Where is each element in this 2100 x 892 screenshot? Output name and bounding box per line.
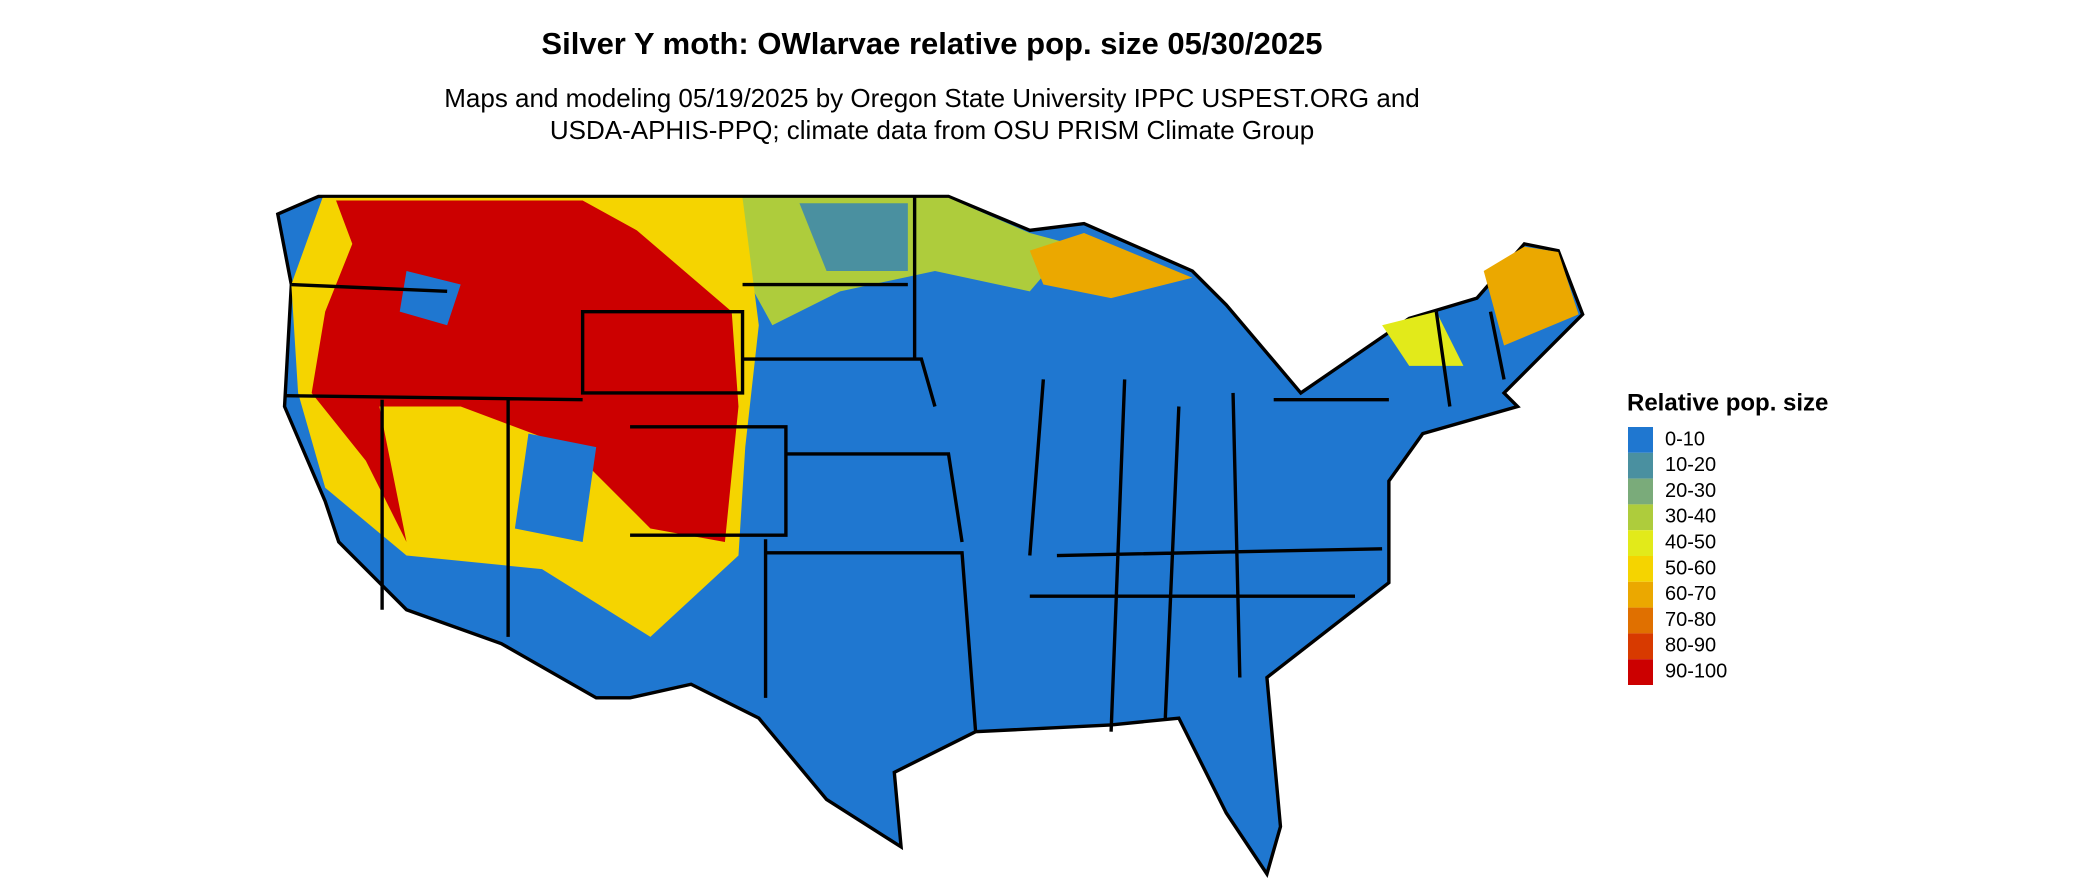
legend-label: 20-30 [1665,480,1716,502]
legend-label: 0-10 [1665,428,1705,450]
legend-swatch [1628,556,1653,582]
map [275,194,1585,878]
region-teal [799,203,908,271]
legend-swatch [1628,659,1653,685]
legend-label: 70-80 [1665,609,1716,631]
legend-swatch [1628,478,1653,505]
region-blue-patch [399,271,597,542]
legend: 0-10 10-20 20-30 30-40 40-50 50-60 60-70 70-80 8… [1628,427,1727,685]
legend-label: 90-100 [1665,660,1727,682]
legend-label: 10-20 [1665,454,1716,476]
region-orange [1029,233,1579,346]
legend-swatch [1628,452,1653,479]
legend-swatch [1628,504,1653,531]
legend-swatch [1628,427,1653,453]
legend-swatch [1628,607,1653,634]
legend-label: 60-70 [1665,583,1716,605]
legend-label: 40-50 [1665,531,1716,553]
legend-title: Relative pop. size [1627,389,1828,416]
legend-label: 50-60 [1665,557,1716,579]
subtitle: USDA-APHIS-PPQ; climate data from OSU PR… [550,115,1314,145]
legend-label: 30-40 [1665,506,1716,528]
legend-swatch [1628,581,1653,608]
title: Silver Y moth: OWlarvae relative pop. si… [541,26,1322,61]
state-lines [284,196,1506,732]
legend-swatch [1628,633,1653,660]
legend-swatch [1628,530,1653,556]
subtitle: Maps and modeling 05/19/2025 by Oregon S… [444,83,1420,113]
legend-label: 80-90 [1665,635,1716,657]
